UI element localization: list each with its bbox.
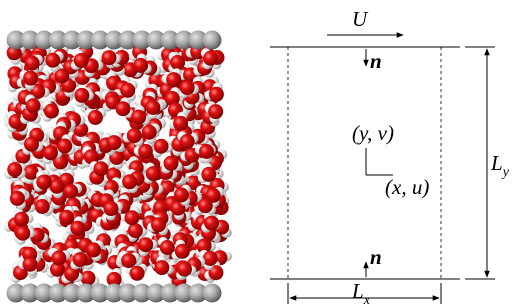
- oxygen-atom: [198, 198, 213, 213]
- oxygen-atom: [102, 50, 117, 65]
- molecular-simulation: [4, 31, 232, 303]
- oxygen-atom: [107, 135, 122, 150]
- oxygen-atom: [166, 72, 181, 87]
- oxygen-atom: [86, 242, 101, 257]
- oxygen-atom: [203, 51, 218, 66]
- oxygen-atom: [94, 161, 109, 176]
- oxygen-atom: [81, 271, 96, 286]
- oxygen-atom: [122, 174, 137, 189]
- oxygen-atom: [175, 244, 190, 259]
- oxygen-atom: [151, 217, 166, 232]
- oxygen-atom: [154, 139, 169, 154]
- axis-label: (x, u): [385, 175, 429, 199]
- oxygen-atom: [127, 128, 142, 143]
- velocity-label: U: [352, 7, 369, 31]
- oxygen-atom: [142, 125, 157, 140]
- oxygen-atom: [35, 199, 50, 214]
- oxygen-atom: [26, 98, 41, 113]
- oxygen-atom: [70, 221, 85, 236]
- height-label: Ly: [490, 151, 510, 180]
- oxygen-atom: [116, 101, 131, 116]
- oxygen-atom: [59, 210, 74, 225]
- oxygen-atom: [180, 134, 195, 149]
- oxygen-atom: [74, 53, 89, 68]
- oxygen-atom: [15, 226, 30, 241]
- oxygen-atom: [23, 71, 38, 86]
- oxygen-atom: [44, 104, 59, 119]
- oxygen-atom: [24, 165, 39, 180]
- oxygen-atom: [24, 137, 39, 152]
- oxygen-atom: [204, 216, 219, 231]
- label-base: L: [490, 151, 503, 175]
- figure: U n (y, v) (x, u) n Ly Lx (() => { const…: [0, 0, 521, 306]
- oxygen-atom: [14, 212, 29, 227]
- oxygen-atom: [131, 110, 146, 125]
- oxygen-atom: [201, 167, 216, 182]
- oxygen-atom: [10, 191, 25, 206]
- wall-atom: [203, 284, 222, 303]
- width-label: Lx: [351, 279, 371, 306]
- oxygen-atom: [104, 201, 119, 216]
- oxygen-atom: [145, 100, 160, 115]
- oxygen-atom: [154, 260, 169, 275]
- label-subscript: y: [501, 165, 510, 180]
- wall-atom: [203, 31, 222, 50]
- label-base: L: [351, 279, 364, 303]
- oxygen-atom: [51, 251, 66, 266]
- oxygen-atom: [208, 104, 223, 119]
- oxygen-atom: [7, 162, 22, 177]
- normal-label: n: [370, 49, 382, 73]
- oxygen-atom: [138, 237, 153, 252]
- oxygen-atom: [209, 87, 224, 102]
- oxygen-atom: [120, 83, 135, 98]
- oxygen-atom: [73, 252, 88, 267]
- oxygen-atom: [23, 257, 38, 272]
- oxygen-atom: [146, 166, 161, 181]
- oxygen-atom: [36, 175, 51, 190]
- oxygen-atom: [180, 80, 195, 95]
- oxygen-atom: [25, 56, 40, 71]
- oxygen-atom: [57, 139, 72, 154]
- oxygen-atom: [170, 55, 185, 70]
- oxygen-atom: [199, 144, 214, 159]
- normal-label: n: [370, 245, 382, 269]
- axis-label: (y, v): [352, 121, 394, 145]
- oxygen-atom: [174, 188, 189, 203]
- oxygen-atom: [121, 253, 136, 268]
- oxygen-atom: [177, 262, 192, 277]
- oxygen-atom: [138, 144, 153, 159]
- oxygen-atom: [128, 223, 143, 238]
- oxygen-atom: [63, 184, 78, 199]
- oxygen-atom: [45, 53, 60, 68]
- oxygen-atom: [88, 110, 103, 125]
- oxygen-atom: [43, 145, 58, 160]
- oxygen-atom: [130, 266, 145, 281]
- oxygen-atom: [74, 88, 89, 103]
- oxygen-atom: [173, 116, 188, 131]
- oxygen-atom: [164, 156, 179, 171]
- oxygen-atom: [133, 58, 148, 73]
- oxygen-atom: [203, 251, 218, 266]
- schematic: [270, 35, 495, 304]
- label-subscript: x: [363, 293, 371, 306]
